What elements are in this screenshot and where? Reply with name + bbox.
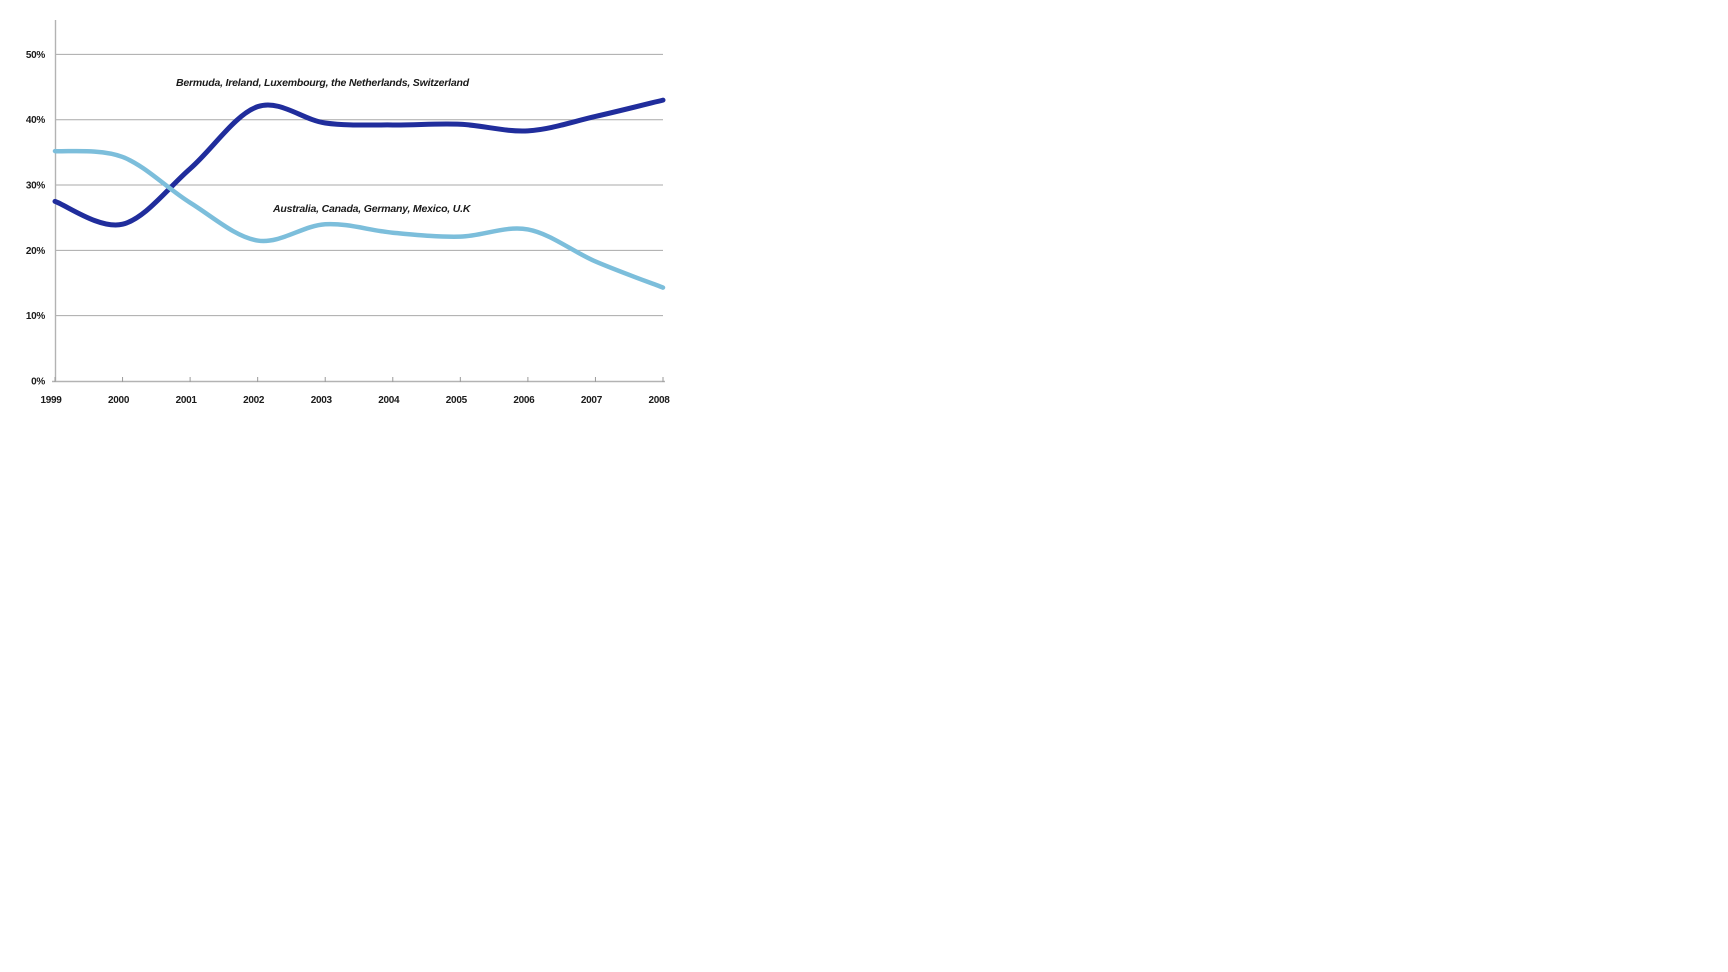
x-tick-label: 2001 <box>176 395 198 406</box>
y-tick-label: 50% <box>26 50 46 61</box>
x-tick-label: 2002 <box>243 395 265 406</box>
y-tick-label: 40% <box>26 115 46 126</box>
line-chart: 0% 10% 20% 30% 40% 50% 1999 2000 2001 2002 2003 200… <box>0 0 700 430</box>
x-tick-label: 2000 <box>108 395 130 406</box>
series-label-0: Bermuda, Ireland, Luxembourg, the Nether… <box>176 77 470 89</box>
x-tick-label: 2003 <box>311 395 333 406</box>
y-tick-label: 30% <box>26 181 46 192</box>
x-tick-label: 2005 <box>446 395 468 406</box>
line-chart-canvas: 0% 10% 20% 30% 40% 50% 1999 2000 2001 2002 2003 200… <box>26 20 671 406</box>
series-line-1 <box>52 148 666 290</box>
x-tick-label: 2004 <box>378 395 400 406</box>
x-tick-label: 2006 <box>513 395 535 406</box>
y-tick-label: 20% <box>26 246 46 257</box>
y-tick-label: 10% <box>26 311 46 322</box>
x-tick-label: 1999 <box>40 395 62 406</box>
x-tick-label: 2008 <box>648 395 670 406</box>
series-label-1: Australia, Canada, Germany, Mexico, U.K <box>272 203 472 215</box>
y-tick-label: 0% <box>31 377 45 388</box>
x-tick-label: 2007 <box>581 395 603 406</box>
series-line-0 <box>52 97 666 228</box>
